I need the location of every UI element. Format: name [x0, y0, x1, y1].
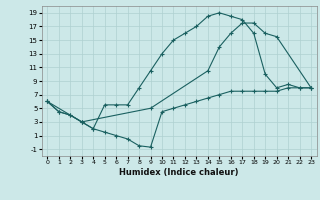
X-axis label: Humidex (Indice chaleur): Humidex (Indice chaleur)	[119, 168, 239, 177]
